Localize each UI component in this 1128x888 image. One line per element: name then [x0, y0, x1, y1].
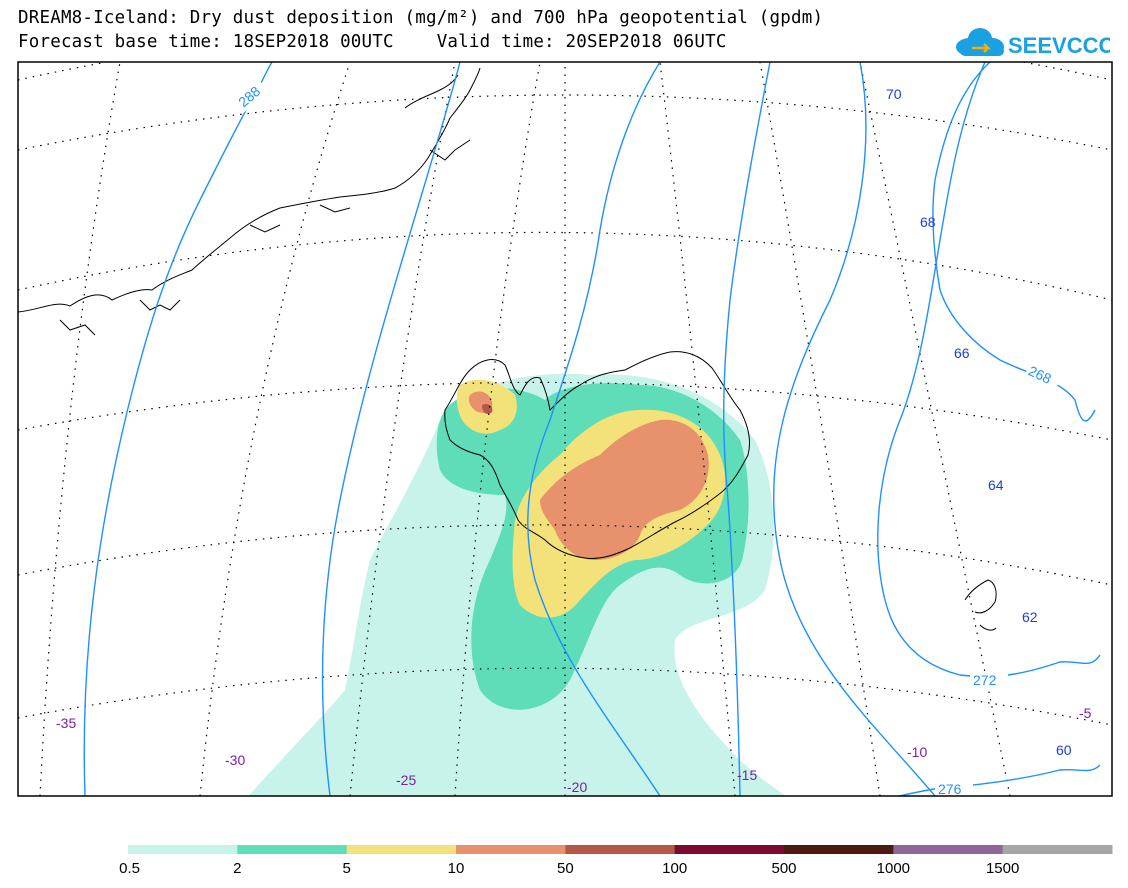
lon-label-15: -15: [737, 767, 757, 783]
lon-label-20: -20: [567, 779, 587, 795]
coastlines: [18, 67, 997, 631]
latitude-line-60: [18, 667, 1112, 726]
colorbar-tick-label: 10: [448, 860, 465, 877]
lon-label-35: -35: [56, 715, 76, 731]
colorbar-tick-label: 100: [662, 860, 687, 877]
colorbar-labels: 0.5 2 5 10 50 100 500 1000 1500: [119, 860, 1019, 877]
colorbar-segment: [784, 845, 894, 854]
colorbar-segment: [674, 845, 785, 854]
lon-label-25: -25: [396, 772, 416, 788]
map-subtitle-times: Forecast base time: 18SEP2018 00UTC Vali…: [18, 32, 727, 52]
colorbar-segment: [1002, 845, 1113, 854]
contour-276: [895, 764, 1101, 796]
longitude-line-25: [454, 62, 541, 796]
dust-area-10-50: [540, 419, 709, 560]
seevccc-logo: SEEVCCC: [956, 28, 1110, 58]
dust-deposition-shading: [248, 373, 786, 796]
colorbar-tick-label: 1000: [877, 860, 910, 877]
colorbar-tick-label: 5: [342, 860, 350, 877]
iceland-coastline: [444, 351, 751, 559]
contour-268: [932, 62, 1096, 422]
longitude-line-40: [39, 62, 121, 796]
colorbar-tick-label: 0.5: [119, 860, 140, 877]
map-frame: [17, 61, 1113, 797]
lat-label-64: 64: [988, 477, 1004, 493]
lon-label-5: -5: [1079, 705, 1092, 721]
contour-272-276: [772, 62, 936, 796]
greenland-coastline: [18, 67, 481, 336]
latitude-labels: 70 68 66 64 62 60: [886, 86, 1072, 758]
contour-east-central: [723, 62, 771, 796]
colorbar-segment: [346, 845, 457, 854]
logo-text: SEEVCCC: [1008, 33, 1110, 58]
contour-label-272: 272: [973, 672, 997, 688]
faroe-islands-coastline: [964, 579, 997, 631]
contour-central: [527, 62, 661, 796]
colorbar-segment: [128, 845, 238, 854]
cloud-icon: [956, 28, 1004, 56]
longitude-line-10: [759, 62, 881, 796]
colorbar-tick-label: 500: [771, 860, 796, 877]
lon-label-30: -30: [225, 752, 245, 768]
contour-western: [321, 62, 461, 796]
longitude-line-35: [199, 62, 351, 796]
contour-label-276: 276: [938, 781, 962, 797]
lon-label-10: -10: [907, 744, 927, 760]
lat-label-70: 70: [886, 86, 902, 102]
colorbar-segment: [456, 845, 566, 854]
lat-label-60: 60: [1056, 742, 1072, 758]
colorbar-tick-label: 2: [233, 860, 241, 877]
colorbar-segment: [565, 845, 676, 854]
lat-label-62: 62: [1022, 609, 1038, 625]
lat-label-68: 68: [920, 214, 936, 230]
colorbar-segments: [128, 845, 1113, 854]
longitude-line-15: [659, 62, 736, 796]
map-title: DREAM8-Iceland: Dry dust deposition (mg/…: [18, 8, 824, 28]
geopotential-contours: [83, 62, 1101, 796]
contour-labels: 288 268 272 276: [232, 77, 1063, 797]
longitude-labels: -35 -30 -25 -20 -15 -10 -5: [56, 705, 1092, 795]
lat-label-66: 66: [954, 345, 970, 361]
colorbar-tick-label: 50: [557, 860, 574, 877]
colorbar-segment: [893, 845, 1004, 854]
contour-272: [877, 62, 1101, 678]
colorbar-segment: [237, 845, 348, 854]
latitude-line-62: [18, 524, 1112, 586]
colorbar-tick-label: 1500: [986, 860, 1019, 877]
